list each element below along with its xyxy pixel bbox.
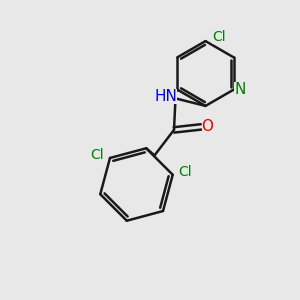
Text: Cl: Cl <box>212 30 226 44</box>
Text: Cl: Cl <box>178 165 192 179</box>
Text: O: O <box>202 119 214 134</box>
Text: HN: HN <box>154 89 177 104</box>
Text: N: N <box>235 82 246 97</box>
Text: Cl: Cl <box>91 148 104 162</box>
